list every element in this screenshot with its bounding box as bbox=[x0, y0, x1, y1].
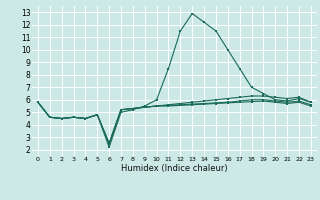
X-axis label: Humidex (Indice chaleur): Humidex (Indice chaleur) bbox=[121, 164, 228, 173]
